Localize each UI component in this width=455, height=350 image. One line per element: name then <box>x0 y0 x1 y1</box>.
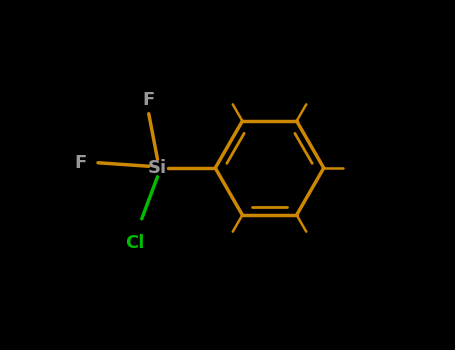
Text: Si: Si <box>148 159 167 177</box>
Text: F: F <box>142 91 155 109</box>
Text: F: F <box>74 154 86 172</box>
Text: Cl: Cl <box>125 234 144 252</box>
